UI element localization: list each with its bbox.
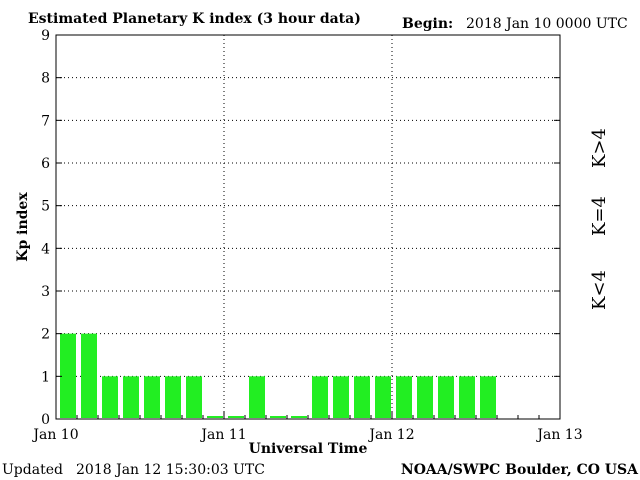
y-tick-label: 9: [41, 28, 50, 44]
x-tick-label: Jan 10: [31, 427, 78, 443]
kp-bar: [249, 376, 265, 418]
y-axis-label: Kp index: [15, 192, 31, 262]
kp-bar: [312, 376, 328, 418]
credit-text: NOAA/SWPC Boulder, CO USA: [401, 462, 639, 478]
bars: [60, 333, 496, 418]
y-tick-label: 4: [41, 241, 50, 257]
kp-bar: [459, 376, 475, 418]
x-axis-label: Universal Time: [249, 441, 368, 457]
kp-bar: [480, 376, 496, 418]
y-tick-label: 6: [41, 156, 50, 172]
kp-bar: [81, 333, 97, 418]
kp-bar: [102, 376, 118, 418]
kp-bar: [165, 376, 181, 418]
grid-lines: [56, 35, 560, 419]
kp-bar: [354, 376, 370, 418]
x-tick-label: Jan 11: [199, 427, 246, 443]
kp-bar: [375, 376, 391, 418]
kp-bar: [144, 376, 160, 418]
chart-title: Estimated Planetary K index (3 hour data…: [28, 11, 361, 27]
legend-k-greater-4: K>4: [589, 128, 610, 168]
kp-bar: [396, 376, 412, 418]
y-tick-label: 8: [41, 71, 50, 87]
legend-k-less-4: K<4: [589, 270, 610, 310]
kp-bar: [228, 416, 244, 418]
kp-bar: [417, 376, 433, 418]
kp-bar: [60, 333, 76, 418]
x-axis-ticks: Jan 10 Jan 11 Jan 12 Jan 13: [31, 411, 583, 443]
x-tick-label: Jan 12: [367, 427, 414, 443]
y-tick-label: 5: [41, 199, 50, 215]
y-tick-label: 2: [41, 327, 50, 343]
y-tick-label: 0: [41, 412, 50, 428]
updated-value: 2018 Jan 12 15:30:03 UTC: [76, 462, 265, 478]
y-tick-label: 7: [41, 113, 50, 129]
y-tick-label: 1: [41, 369, 50, 385]
plot-area: [55, 34, 561, 420]
kp-bar: [186, 376, 202, 418]
kp-bar: [291, 416, 307, 418]
begin-label: Begin:: [402, 16, 453, 32]
kp-bar: [270, 416, 286, 418]
kp-bar: [123, 376, 139, 418]
kp-bar: [207, 416, 223, 418]
y-tick-label: 3: [41, 284, 50, 300]
updated-label: Updated: [2, 462, 63, 478]
legend-k-equal-4: K=4: [589, 196, 610, 236]
y-axis-ticks: 0 1 2 3 4 5 6 7 8 9: [41, 28, 560, 428]
kp-bar: [333, 376, 349, 418]
x-tick-label: Jan 13: [535, 427, 582, 443]
begin-value: 2018 Jan 10 0000 UTC: [466, 16, 628, 32]
kp-bar: [438, 376, 454, 418]
